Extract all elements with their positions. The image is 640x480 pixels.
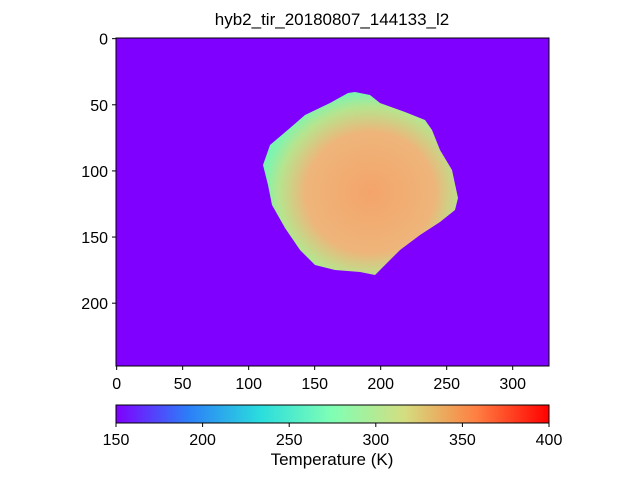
y-tick-label: 0 [99, 32, 108, 49]
chart-title: hyb2_tir_20180807_144133_l2 [215, 10, 449, 29]
colorbar [115, 404, 550, 424]
x-tick-label: 200 [367, 376, 394, 393]
y-tick-label: 150 [81, 230, 108, 247]
colorbar-tick-label: 200 [189, 432, 216, 449]
axes-frame [115, 37, 550, 367]
colorbar-tick-label: 250 [276, 432, 303, 449]
colorbar-tick-label: 300 [362, 432, 389, 449]
y-tick-label: 100 [81, 164, 108, 181]
x-tick-label: 50 [174, 376, 192, 393]
x-tick-label: 250 [433, 376, 460, 393]
colorbar-label: Temperature (K) [271, 450, 394, 469]
x-tick-label: 300 [499, 376, 526, 393]
asteroid [263, 92, 458, 275]
y-tick-label: 50 [90, 98, 108, 115]
colorbar-tick-label: 150 [103, 432, 130, 449]
x-tick-label: 100 [235, 376, 262, 393]
y-tick-label: 200 [81, 296, 108, 313]
colorbar-tick-label: 400 [536, 432, 563, 449]
x-tick-label: 0 [112, 376, 121, 393]
x-tick-label: 150 [301, 376, 328, 393]
colorbar-tick-label: 350 [449, 432, 476, 449]
